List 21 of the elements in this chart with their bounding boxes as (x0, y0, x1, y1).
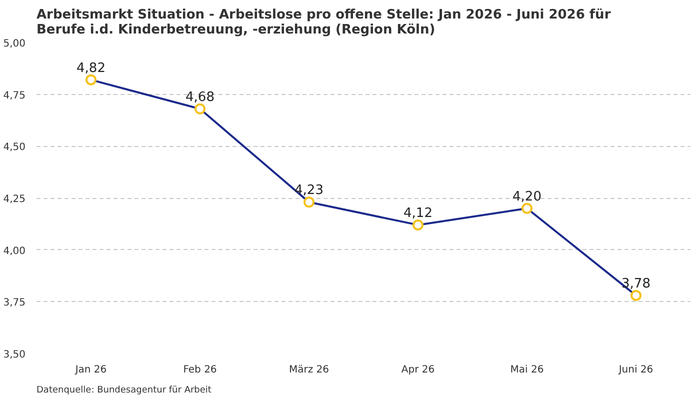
data-label: 4,68 (186, 90, 214, 105)
y-tick-label: 3,50 (3, 350, 26, 360)
y-tick-label: 5,00 (3, 38, 26, 50)
data-label: 4,12 (404, 206, 432, 221)
x-tick-label: März 26 (288, 364, 330, 376)
x-tick-label: Feb 26 (183, 364, 217, 376)
y-tick-label: 4,00 (3, 246, 26, 257)
x-tick-label: Apr 26 (401, 364, 435, 376)
data-label: 3,78 (622, 276, 650, 292)
y-tick-label: 4,25 (3, 194, 26, 205)
text: Datenquelle: Bundesagentur für Arbeit (36, 386, 212, 396)
y-tick-label: 3,75 (3, 298, 26, 309)
data-label: 4,82 (76, 60, 106, 76)
y-tick-label: 4,75 (3, 90, 26, 102)
y-tick-label: 4,50 (3, 142, 26, 154)
x-tick-label: Juni 26 (618, 364, 654, 376)
data-label: 4,23 (294, 183, 324, 198)
data-label: 4,20 (512, 189, 542, 204)
x-tick-label: Jan 26 (74, 364, 107, 376)
x-tick-label: Mai 26 (510, 364, 544, 376)
chart-title: Arbeitsmarkt Situation - Arbeitslose pro offene Stelle: Jan 2026 - Juni 2026 für Berufe i.d. Kinderbetreuung, -erziehung (Region Köln) (36, 8, 612, 38)
